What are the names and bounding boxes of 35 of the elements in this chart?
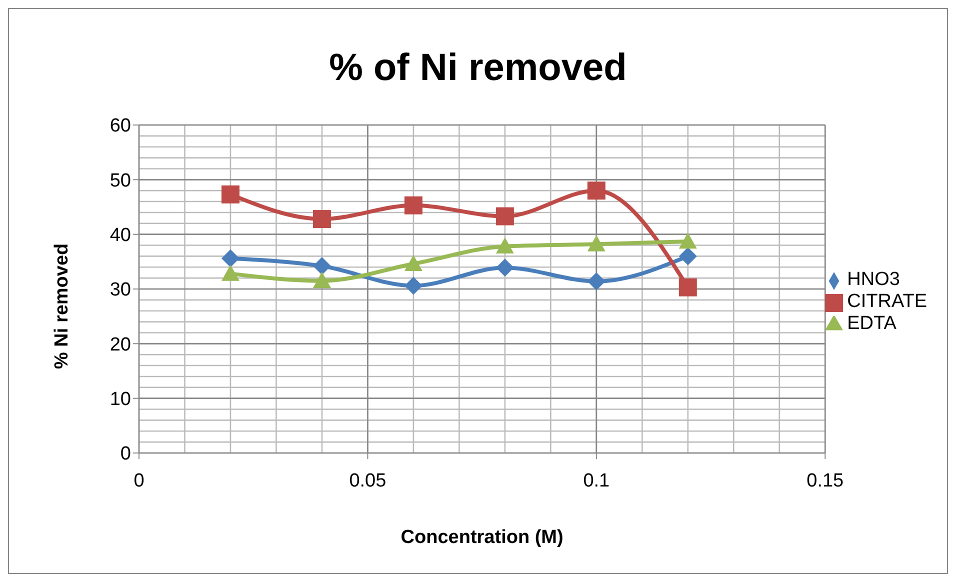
y-tick-label: 30	[110, 280, 131, 301]
point	[312, 257, 331, 276]
point	[221, 264, 240, 281]
point	[587, 182, 606, 200]
point	[404, 276, 422, 295]
point	[221, 185, 240, 204]
x-tick-label: 0	[134, 470, 144, 492]
point	[404, 196, 422, 214]
y-tick-label: 0	[120, 444, 131, 465]
point	[312, 210, 331, 228]
legend-label: HNO3	[847, 269, 900, 290]
point	[496, 258, 514, 277]
point	[404, 254, 422, 272]
legend-label: CITRATE	[847, 291, 927, 312]
y-axis-title: % Ni removed	[52, 243, 73, 369]
y-tick-label: 10	[110, 389, 131, 410]
y-tick-label: 60	[110, 116, 131, 137]
legend-label: EDTA	[847, 313, 896, 334]
chart-title: % of Ni removed	[328, 47, 628, 90]
point	[221, 249, 240, 268]
y-tick-label: 40	[110, 225, 131, 246]
point	[496, 207, 514, 226]
point	[678, 278, 697, 296]
point	[678, 232, 697, 249]
x-tick-label: 0.05	[349, 470, 386, 492]
x-tick-label: 0.1	[583, 470, 610, 492]
point	[312, 272, 331, 288]
point	[587, 272, 606, 290]
x-axis-title: Concentration (M)	[400, 527, 564, 548]
x-tick-label: 0.15	[806, 470, 844, 492]
point	[496, 237, 514, 254]
y-tick-label: 50	[110, 170, 131, 192]
point	[587, 235, 606, 252]
point	[678, 247, 697, 266]
y-tick-label: 20	[110, 334, 131, 356]
